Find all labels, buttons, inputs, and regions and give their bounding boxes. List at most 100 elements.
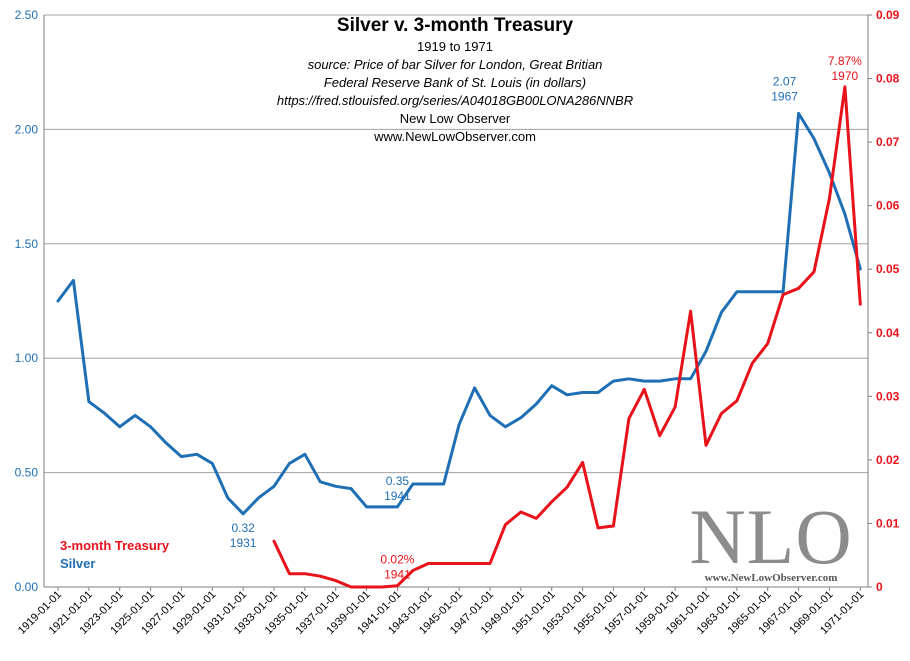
silver-point	[427, 482, 430, 486]
legend-silver-label: Silver	[60, 556, 96, 571]
data-label: 0.32	[231, 521, 255, 535]
silver-point	[797, 112, 800, 115]
silver-point	[843, 212, 847, 216]
3-month-treasury-point	[658, 434, 661, 437]
3-month-treasury-point	[596, 526, 600, 530]
3-month-treasury-point	[812, 270, 816, 273]
data-label: 0.35	[386, 474, 410, 488]
3-month-treasury-point	[704, 444, 708, 447]
3-month-treasury-point	[488, 562, 492, 565]
silver-point	[565, 393, 569, 397]
silver-point	[735, 290, 739, 294]
3-month-treasury-point	[735, 399, 739, 402]
data-label: 1967	[771, 89, 798, 103]
3-month-treasury-point	[797, 287, 800, 290]
left-tick-label: 2.50	[15, 8, 39, 22]
3-month-treasury-point	[612, 524, 615, 528]
silver-point	[751, 290, 754, 294]
right-tick-label: 0.01	[876, 516, 900, 530]
3-month-treasury-point	[396, 584, 399, 587]
3-month-treasury-point	[781, 293, 785, 296]
silver-point	[720, 311, 723, 314]
silver-point	[334, 485, 337, 488]
3-month-treasury-point	[550, 500, 553, 504]
nlo-watermark-logo: NLO www.NewLowObserver.com	[686, 493, 856, 585]
silver-point	[596, 391, 600, 394]
silver-point	[504, 425, 507, 429]
3-month-treasury-point	[720, 412, 723, 415]
silver-point	[180, 455, 183, 458]
3-month-treasury-point	[473, 562, 476, 565]
silver-point	[288, 462, 291, 465]
3-month-treasury-point	[828, 197, 831, 200]
right-tick-label: 0.02	[876, 453, 900, 467]
data-label: 7.87%	[828, 54, 862, 68]
silver-point	[766, 290, 769, 294]
silver-point	[828, 171, 831, 175]
3-month-treasury-point	[673, 405, 677, 409]
right-tick-label: 0.08	[876, 72, 900, 86]
left-tick-label: 1.50	[15, 237, 39, 251]
right-tick-label: 0.07	[876, 135, 900, 149]
silver-point	[488, 414, 492, 417]
silver-point	[56, 299, 60, 303]
silver-point	[303, 453, 307, 456]
3-month-treasury-point	[859, 302, 862, 306]
silver-point	[396, 505, 399, 509]
3-month-treasury-point	[334, 579, 337, 582]
silver-point	[612, 379, 615, 383]
silver-point	[689, 377, 692, 380]
source-line-4: New Low Observer	[399, 111, 511, 126]
watermark-url-text: www.NewLowObserver.com	[704, 572, 838, 584]
left-tick-label: 2.00	[15, 122, 39, 136]
3-month-treasury-point	[627, 417, 631, 420]
chart-subtitle: 1919 to 1971	[417, 39, 493, 54]
silver-point	[195, 453, 199, 456]
silver-point	[226, 496, 229, 499]
data-label: 0.02%	[380, 553, 414, 567]
watermark-logo-text: NLO	[689, 493, 853, 580]
chart-title-block: Silver v. 3-month Treasury 1919 to 1971 …	[250, 14, 660, 146]
silver-point	[72, 279, 75, 282]
silver-point	[380, 505, 384, 509]
3-month-treasury-point	[581, 461, 584, 464]
3-month-treasury-point	[349, 585, 353, 589]
source-line-5: www.NewLowObserver.com	[374, 129, 536, 144]
silver-point	[87, 400, 91, 403]
silver-point	[241, 512, 245, 515]
data-label: 1941	[384, 568, 411, 582]
series	[56, 85, 862, 589]
silver-point	[812, 137, 816, 140]
right-tick-label: 0.05	[876, 262, 900, 276]
3-month-treasury-point	[272, 540, 276, 543]
silver-point	[457, 423, 461, 426]
silver-point	[550, 384, 553, 387]
right-tick-label: 0.04	[876, 326, 900, 340]
3-month-treasury-point	[643, 388, 646, 391]
silver-point	[319, 480, 322, 483]
3-month-treasury-point	[843, 85, 847, 89]
3-month-treasury-point	[303, 572, 307, 575]
3-month-treasury-point	[427, 562, 430, 565]
left-tick-label: 0.00	[15, 580, 39, 594]
chart-title: Silver v. 3-month Treasury	[336, 15, 574, 36]
silver-point	[781, 290, 785, 294]
silver-point	[704, 350, 708, 353]
3-month-treasury-point	[504, 523, 507, 526]
source-line-2: Federal Reserve Bank of St. Louis (in do…	[323, 75, 587, 90]
silver-point	[211, 462, 214, 465]
source-line-3: https://fred.stlouisfed.org/series/A0401…	[276, 93, 634, 108]
3-month-treasury-point	[411, 569, 415, 572]
3-month-treasury-point	[288, 572, 291, 575]
gridlines	[44, 14, 868, 474]
3-month-treasury-point	[380, 585, 384, 589]
data-label: 1970	[832, 69, 859, 83]
silver-point	[257, 496, 260, 499]
silver-point	[272, 485, 276, 488]
3-month-treasury-point	[751, 362, 754, 365]
silver-point	[133, 414, 137, 417]
silver-point	[411, 482, 415, 486]
silver-point	[118, 425, 121, 429]
left-tick-label: 1.00	[15, 351, 39, 365]
